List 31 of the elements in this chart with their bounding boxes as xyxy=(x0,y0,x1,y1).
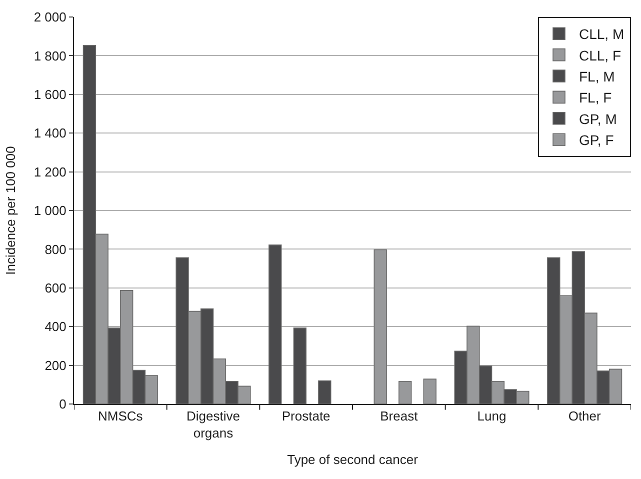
y-tick-label: 600 xyxy=(44,280,66,296)
x-tick-label: Prostate xyxy=(282,408,330,424)
legend-label: GP, F xyxy=(579,132,614,148)
legend-label: GP, M xyxy=(579,110,617,127)
x-tick-label: Other xyxy=(568,408,602,424)
y-tick-label: 800 xyxy=(44,242,66,257)
y-tick-label: 1 400 xyxy=(34,126,66,141)
legend-label: FL, M xyxy=(579,68,615,84)
bar xyxy=(374,249,387,404)
y-tick-label: 200 xyxy=(44,358,66,373)
y-tick-label: 1 000 xyxy=(34,203,66,218)
y-tick-label: 400 xyxy=(44,319,66,334)
bar xyxy=(318,380,332,404)
x-tick-label: Lung xyxy=(477,408,506,424)
legend-label: CLL, F xyxy=(579,47,622,64)
y-tick-label: 1 600 xyxy=(34,86,66,102)
y-axis-title: Incidence per 100 000 xyxy=(2,146,18,275)
y-tick-label: 0 xyxy=(59,396,66,412)
legend-label: FL, F xyxy=(579,90,612,106)
bar xyxy=(268,244,282,404)
x-axis-title: Type of second cancer xyxy=(287,452,419,468)
x-tick-label: Breast xyxy=(380,408,418,424)
bar xyxy=(423,378,436,404)
bar xyxy=(293,328,306,404)
y-tick-label: 2 000 xyxy=(34,10,66,25)
y-tick-label: 1 800 xyxy=(34,48,66,64)
legend-label: CLL, M xyxy=(579,26,624,42)
bar xyxy=(398,380,412,404)
x-tick-label: Digestive organs xyxy=(186,408,240,440)
y-tick-label: 1 200 xyxy=(34,164,66,180)
x-tick-label: NMSCs xyxy=(98,408,144,424)
